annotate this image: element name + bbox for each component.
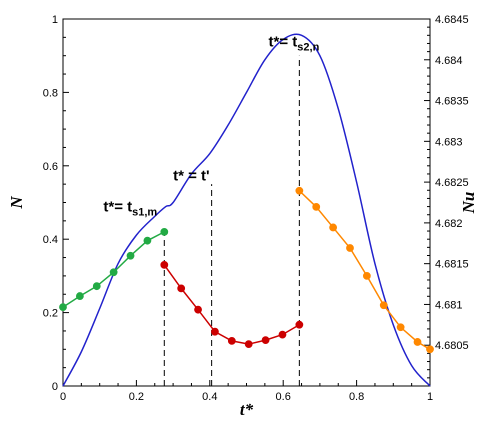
y-right-tick-label: 4.682 xyxy=(435,218,463,230)
y-right-tick-label: 4.6835 xyxy=(435,96,469,108)
annotation-label-0: t*= ts1,m xyxy=(103,199,157,219)
series-point-1 xyxy=(126,251,135,260)
y-right-tick-label: 4.684 xyxy=(435,55,463,67)
series-point-1 xyxy=(160,227,169,236)
series-point-2 xyxy=(211,327,219,336)
series-point-2 xyxy=(177,284,186,293)
series-point-1 xyxy=(92,282,101,291)
series-point-2 xyxy=(261,336,270,345)
series-point-1 xyxy=(143,236,152,245)
series-point-2 xyxy=(278,330,287,339)
series-point-3 xyxy=(362,272,371,280)
y-left-tick-label: 0.4 xyxy=(43,234,58,246)
series-point-1 xyxy=(59,303,67,311)
annotation-subscript: s2,n xyxy=(297,42,319,54)
y-right-tick-label: 4.6845 xyxy=(435,14,469,26)
annotation-main: t*= t xyxy=(269,34,298,51)
y-left-tick-label: 0.2 xyxy=(43,308,58,320)
series-point-3 xyxy=(312,203,321,211)
series-point-3 xyxy=(295,186,304,195)
y-left-tick-label: 1 xyxy=(52,14,58,26)
annotation-main: t*= t xyxy=(103,199,132,216)
series-point-3 xyxy=(379,301,388,310)
series-point-1 xyxy=(109,268,118,277)
series-point-2 xyxy=(227,336,236,345)
x-tick-label: 0 xyxy=(60,391,66,403)
y-right-tick-label: 4.6825 xyxy=(435,177,469,189)
y-axis-right-title: Nu xyxy=(459,192,478,215)
y-right-tick-label: 4.6815 xyxy=(435,259,469,271)
annotation-main: t* = t xyxy=(173,167,206,184)
y-left-tick-label: 0.8 xyxy=(43,87,58,99)
series-point-1 xyxy=(75,292,84,300)
annotations: t*= ts1,mt* = t't*= ts2,n xyxy=(103,34,319,219)
x-axis-title: t* xyxy=(240,400,254,419)
series-point-2 xyxy=(295,320,304,329)
axes: 0 0.2 0.4 0.6 0.8 1 0 0.2 0.4 0.6 0.8 1 4.6805 4.681 4… xyxy=(43,14,469,403)
series-point-3 xyxy=(413,338,422,346)
x-tick-label: 0.8 xyxy=(349,391,364,403)
y-right-tick-label: 4.6805 xyxy=(435,340,469,352)
series-point-2 xyxy=(160,260,169,269)
series-point-3 xyxy=(329,223,338,232)
series-point-2 xyxy=(244,340,253,349)
y-left-tick-label: 0.6 xyxy=(43,161,58,173)
series-line-0 xyxy=(62,33,431,387)
series-line-3 xyxy=(298,190,431,350)
y-right-tick-label: 4.681 xyxy=(435,299,463,311)
x-tick-label: 0.6 xyxy=(276,391,291,403)
series-point-3 xyxy=(396,323,405,332)
series-line-2 xyxy=(163,264,300,345)
annotation-subscript: s1,m xyxy=(132,207,157,219)
series-point-3 xyxy=(346,244,354,252)
series-point-3 xyxy=(426,345,434,354)
annotation-label-1: t* = t' xyxy=(173,167,210,184)
y-right-tick-label: 4.683 xyxy=(435,136,463,148)
x-tick-label: 1 xyxy=(427,391,433,403)
annotation-prime: ' xyxy=(206,167,210,184)
annotation-label-2: t*= ts2,n xyxy=(269,34,320,54)
x-tick-label: 0.2 xyxy=(129,391,144,403)
x-tick-label: 0.4 xyxy=(202,391,217,403)
y-axis-left-title: N xyxy=(7,196,26,210)
y-left-tick-label: 0 xyxy=(52,381,58,393)
series-point-2 xyxy=(194,305,202,314)
series-layer xyxy=(59,33,434,387)
